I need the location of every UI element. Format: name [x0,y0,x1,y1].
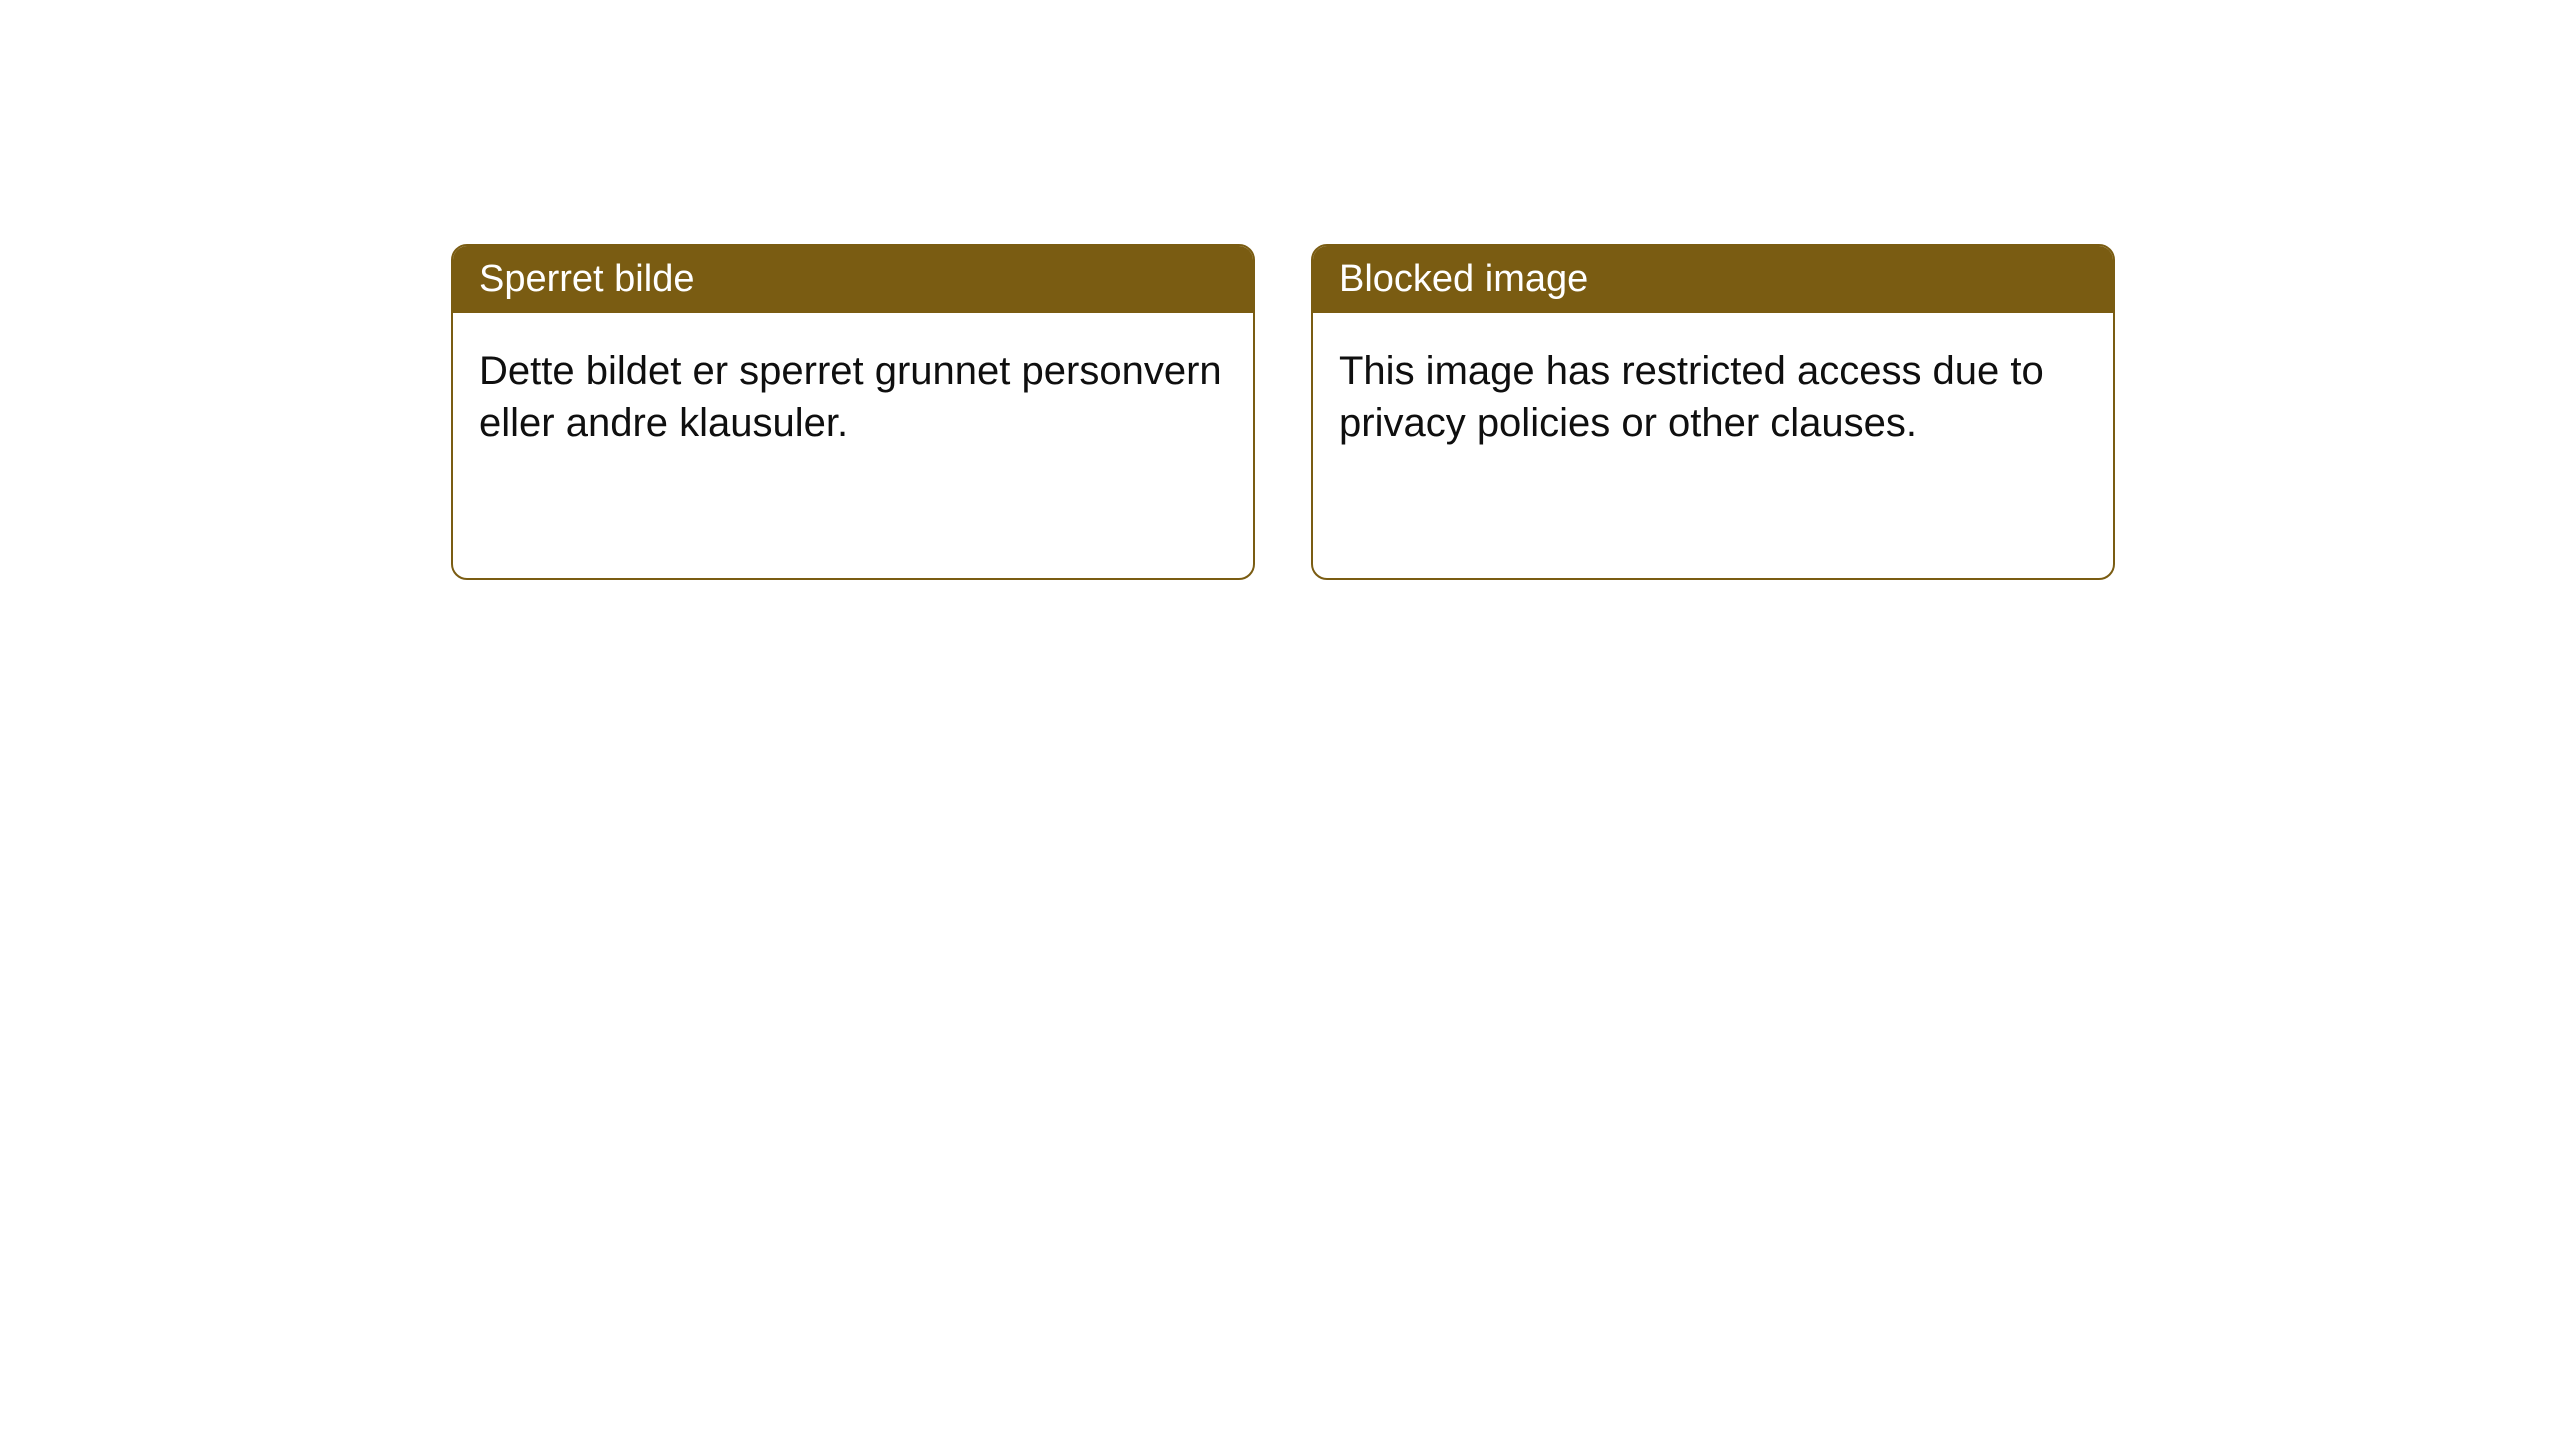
notice-container: Sperret bilde Dette bildet er sperret gr… [0,0,2560,580]
notice-title: Blocked image [1313,246,2113,313]
notice-body: Dette bildet er sperret grunnet personve… [453,313,1253,481]
notice-body: This image has restricted access due to … [1313,313,2113,481]
notice-box-english: Blocked image This image has restricted … [1311,244,2115,580]
notice-title: Sperret bilde [453,246,1253,313]
notice-box-norwegian: Sperret bilde Dette bildet er sperret gr… [451,244,1255,580]
